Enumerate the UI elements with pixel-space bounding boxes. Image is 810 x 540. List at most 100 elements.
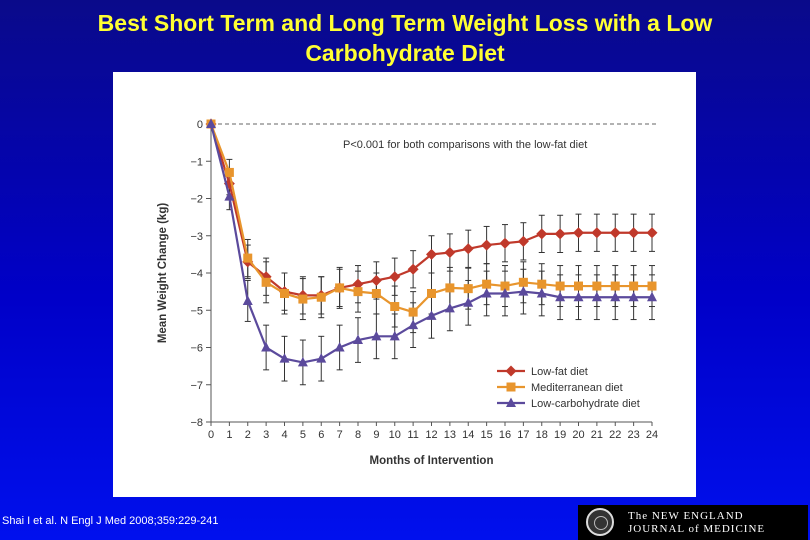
low-fat-data-point — [554, 228, 566, 240]
low-carb-data-point — [371, 330, 382, 341]
low-fat-data-point — [426, 248, 437, 260]
x-tick-label: 16 — [499, 429, 511, 441]
low-carb-data-point — [334, 342, 345, 352]
mediterranean-data-point — [371, 288, 381, 298]
x-tick-label: 22 — [609, 429, 621, 441]
y-tick-label: −3 — [190, 231, 203, 243]
mediterranean-data-point — [390, 302, 400, 312]
y-tick-label: −5 — [190, 305, 203, 317]
x-tick-label: 4 — [281, 429, 287, 441]
low-carb-data-point — [297, 356, 308, 367]
low-carb-data-point — [628, 291, 639, 302]
mediterranean-data-point — [518, 277, 528, 287]
low-carb-data-point — [279, 353, 290, 363]
mediterranean-data-point — [335, 283, 345, 293]
x-tick-label: 5 — [300, 429, 306, 441]
mediterranean-data-point — [500, 281, 510, 291]
x-tick-label: 1 — [226, 429, 232, 441]
x-tick-label: 9 — [373, 429, 379, 441]
low-fat-data-point — [481, 239, 493, 251]
mediterranean-data-point — [353, 287, 363, 297]
low-carb-legend-marker — [506, 397, 516, 407]
weight-change-chart: 0−1−2−3−4−5−6−7−80 1 2 3 4 5 6 7 8 9 10 11 12 13 14 15 1… — [157, 118, 658, 467]
mediterranean-data-point — [243, 253, 253, 263]
mediterranean-data-point — [224, 167, 234, 177]
low-carb-data-point — [591, 291, 602, 302]
y-axis-label: Mean Weight Change (kg) — [157, 203, 169, 344]
nejm-logo-line-2: JOURNAL of MEDICINE — [628, 523, 766, 535]
low-fat-data-point — [609, 227, 621, 239]
y-tick-label: −2 — [190, 194, 203, 206]
mediterranean-data-point — [280, 288, 289, 298]
low-fat-data-point — [352, 278, 364, 290]
low-fat-data-point — [573, 227, 584, 239]
nejm-logo-text: The NEW ENGLAND JOURNAL of MEDICINE — [628, 510, 765, 536]
low-carb-data-point — [206, 118, 216, 128]
low-carb-data-point — [463, 297, 474, 307]
x-tick-label: 10 — [389, 429, 401, 441]
low-fat-legend-label: Low-fat diet — [531, 366, 588, 378]
x-tick-label: 13 — [444, 429, 456, 441]
low-fat-data-point — [407, 263, 419, 275]
low-carb-data-point — [555, 291, 566, 302]
low-fat-data-point — [444, 247, 456, 259]
mediterranean-data-point — [445, 283, 455, 293]
low-carb-data-point — [389, 330, 400, 341]
low-carb-data-point — [500, 287, 510, 298]
slide-title-line-1: Best Short Term and Long Term Weight Los… — [97, 10, 713, 36]
mediterranean-data-point — [647, 281, 657, 291]
low-carb-data-point — [536, 287, 547, 298]
mediterranean-data-point — [629, 281, 639, 291]
mediterranean-data-point — [463, 284, 473, 294]
y-tick-label: −4 — [190, 268, 203, 280]
x-tick-label: 8 — [355, 429, 361, 441]
mediterranean-data-point — [592, 281, 602, 291]
low-carb-data-point — [573, 291, 584, 302]
low-fat-data-point — [628, 227, 640, 239]
p-value-annotation: P<0.001 for both comparisons with the lo… — [343, 139, 587, 151]
low-carb-data-point — [610, 291, 621, 302]
mediterranean-data-point — [298, 294, 308, 304]
nejm-logo-line-1: The NEW ENGLAND — [628, 510, 744, 522]
nejm-seal-icon — [586, 508, 614, 536]
mediterranean-data-point — [427, 288, 436, 298]
low-carb-data-point — [353, 334, 363, 345]
low-carb-data-point — [408, 319, 419, 330]
x-tick-label: 17 — [517, 429, 529, 441]
mediterranean-data-point — [610, 281, 620, 291]
low-fat-data-point — [499, 237, 511, 249]
y-tick-label: −8 — [190, 417, 203, 429]
low-carb-data-point — [481, 287, 492, 298]
y-tick-label: 0 — [197, 119, 203, 131]
low-carb-data-point — [647, 291, 657, 302]
x-tick-label: 0 — [208, 429, 214, 441]
slide-title-line-2: Carbohydrate Diet — [305, 40, 505, 66]
low-fat-data-point — [517, 235, 529, 247]
low-carb-data-point — [444, 302, 455, 313]
nejm-logo: The NEW ENGLAND JOURNAL of MEDICINE — [578, 505, 808, 540]
x-tick-label: 15 — [481, 429, 493, 441]
low-fat-data-point — [389, 271, 401, 283]
slide-title: Best Short Term and Long Term Weight Los… — [0, 8, 810, 68]
x-tick-label: 24 — [646, 429, 658, 441]
x-tick-label: 14 — [462, 429, 474, 441]
low-carb-data-point — [261, 342, 272, 352]
low-fat-data-point — [646, 227, 658, 239]
mediterranean-data-point — [482, 279, 492, 289]
x-axis-label: Months of Intervention — [370, 455, 494, 467]
low-carb-data-point — [518, 286, 529, 296]
chart-panel: 0 −1 −2 −3 −4 −5 −6 −7 −8 0 1 2 3 4 5 6 7 8 9 10 11 12 13 14 15 1… — [113, 72, 696, 497]
y-tick-label: −1 — [190, 156, 203, 168]
mediterranean-data-point — [408, 307, 418, 317]
mediterranean-data-point — [555, 281, 565, 291]
y-tick-label: −6 — [190, 343, 203, 355]
low-carb-data-point — [224, 191, 235, 201]
mediterranean-data-point — [261, 277, 271, 287]
x-tick-label: 20 — [572, 429, 584, 441]
y-tick-label: −7 — [190, 380, 203, 392]
x-tick-label: 7 — [337, 429, 343, 441]
x-tick-label: 2 — [245, 429, 251, 441]
x-tick-label: 19 — [554, 429, 566, 441]
low-fat-data-point — [536, 228, 548, 240]
x-tick-label: 3 — [263, 429, 269, 441]
